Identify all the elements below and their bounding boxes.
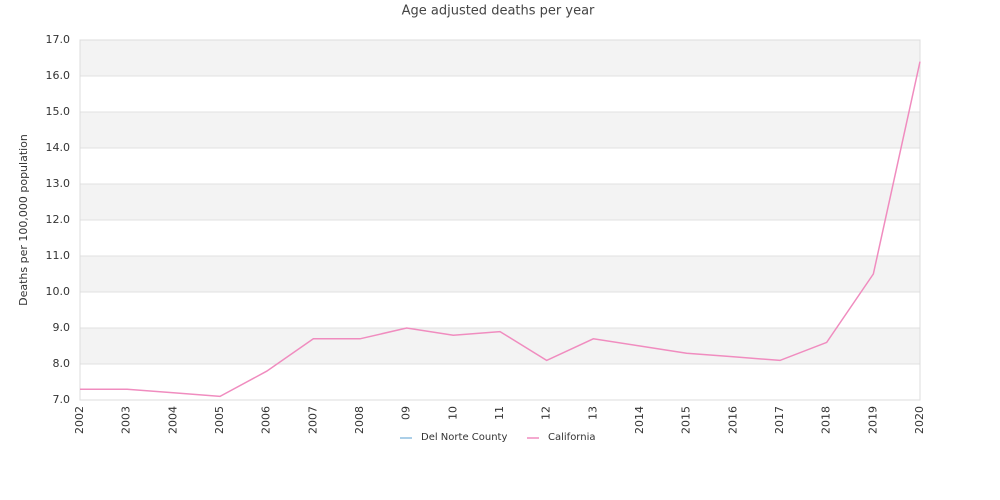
x-tick-label: 12 bbox=[540, 406, 553, 420]
x-tick-label: 2007 bbox=[306, 406, 319, 434]
grid-band bbox=[80, 112, 920, 148]
x-tick-label: 13 bbox=[586, 406, 599, 420]
y-tick-label: 16.0 bbox=[46, 69, 71, 82]
legend-label: Del Norte County bbox=[421, 432, 507, 443]
plot-border bbox=[79, 39, 921, 401]
x-tick-label: 2020 bbox=[913, 406, 926, 434]
y-tick-label: 10.0 bbox=[46, 285, 71, 298]
y-tick-label: 12.0 bbox=[46, 213, 71, 226]
y-tick-label: 13.0 bbox=[46, 177, 71, 190]
grid-band bbox=[80, 184, 920, 220]
x-tick-label: 2018 bbox=[820, 406, 833, 434]
x-tick-label: 11 bbox=[493, 406, 506, 420]
y-tick-label: 7.0 bbox=[53, 393, 71, 406]
x-tick-label: 2006 bbox=[260, 406, 273, 434]
x-tick-label: 2017 bbox=[773, 406, 786, 434]
x-tick-label: 2005 bbox=[213, 406, 226, 434]
y-axis-label: Deaths per 100,000 population bbox=[17, 134, 30, 306]
x-tick-label: 2015 bbox=[680, 406, 693, 434]
grid-band bbox=[80, 328, 920, 364]
x-tick-label: 2003 bbox=[120, 406, 133, 434]
x-tick-label: 2004 bbox=[166, 406, 179, 434]
x-tick-label: 09 bbox=[400, 406, 413, 420]
y-tick-label: 17.0 bbox=[46, 33, 71, 46]
x-tick-label: 2002 bbox=[73, 406, 86, 434]
x-tick-label: 2019 bbox=[866, 406, 879, 434]
x-tick-label: 10 bbox=[446, 406, 459, 420]
series-line bbox=[80, 61, 921, 398]
x-tick-label: 2014 bbox=[633, 406, 646, 434]
x-tick-label: 2008 bbox=[353, 406, 366, 434]
x-tick-label: 2016 bbox=[726, 406, 739, 434]
y-tick-label: 8.0 bbox=[53, 357, 71, 370]
y-tick-label: 15.0 bbox=[46, 105, 71, 118]
grid-band bbox=[80, 256, 920, 292]
grid-band bbox=[80, 40, 920, 76]
y-tick-label: 9.0 bbox=[53, 321, 71, 334]
chart-title: Age adjusted deaths per year bbox=[402, 4, 595, 19]
y-tick-label: 14.0 bbox=[46, 141, 71, 154]
y-tick-label: 11.0 bbox=[46, 249, 71, 262]
legend-label: California bbox=[548, 432, 596, 443]
